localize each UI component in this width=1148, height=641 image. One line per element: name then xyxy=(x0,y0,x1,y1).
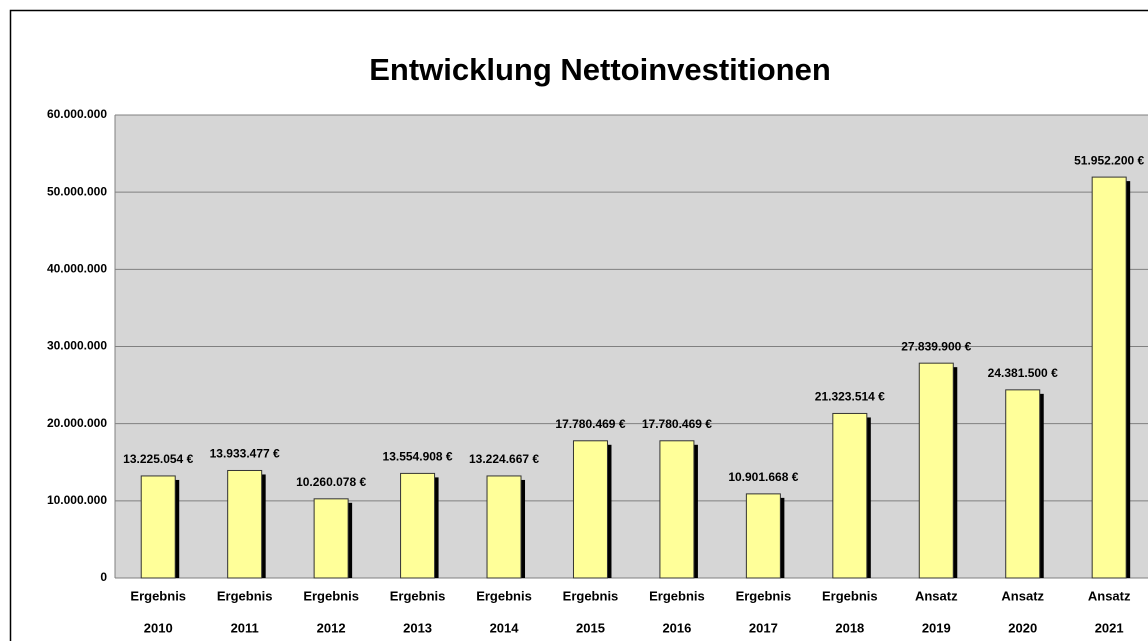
x-tick-label: 2021 xyxy=(1095,620,1124,635)
value-label: 17.780.469 € xyxy=(555,417,625,431)
x-tick-label: Ergebnis xyxy=(563,588,619,603)
y-tick-label: 50.000.000 xyxy=(47,184,107,198)
x-tick-label: 2016 xyxy=(662,620,691,635)
bar xyxy=(486,475,522,579)
bar xyxy=(400,472,436,579)
chart-title: Entwicklung Nettoinvestitionen xyxy=(369,52,831,87)
bar xyxy=(832,412,868,579)
bar xyxy=(1091,176,1127,579)
x-tick-label: 2011 xyxy=(231,620,259,635)
x-tick-label: 2013 xyxy=(403,620,432,635)
x-tick-label: Ansatz xyxy=(1001,588,1044,603)
y-tick-label: 60.000.000 xyxy=(47,107,107,121)
bar xyxy=(659,440,695,579)
x-tick-label: Ergebnis xyxy=(649,588,705,603)
bar xyxy=(227,469,263,579)
bar xyxy=(140,475,176,579)
x-tick-label: 2012 xyxy=(317,620,346,635)
bar xyxy=(918,362,954,579)
x-tick-label: Ergebnis xyxy=(217,588,273,603)
value-label: 24.381.500 € xyxy=(988,366,1058,380)
x-tick-label: Ergebnis xyxy=(476,588,532,603)
y-tick-label: 40.000.000 xyxy=(47,262,107,276)
value-label: 51.952.200 € xyxy=(1074,153,1144,167)
value-label: 13.225.054 € xyxy=(123,452,193,466)
bar xyxy=(572,440,608,579)
x-tick-label: Ansatz xyxy=(915,588,958,603)
value-label: 27.839.900 € xyxy=(901,339,971,353)
value-label: 13.224.667 € xyxy=(469,452,539,466)
x-tick-label: 2014 xyxy=(490,620,520,635)
y-tick-label: 20.000.000 xyxy=(47,416,107,430)
x-tick-label: Ergebnis xyxy=(130,588,186,603)
value-label: 17.780.469 € xyxy=(642,417,712,431)
x-tick-label: Ergebnis xyxy=(822,588,878,603)
x-tick-label: Ansatz xyxy=(1088,588,1131,603)
x-tick-label: Ergebnis xyxy=(390,588,446,603)
x-tick-label: 2019 xyxy=(922,620,951,635)
bar xyxy=(313,498,349,579)
bar xyxy=(745,493,781,579)
value-label: 10.260.078 € xyxy=(296,475,366,489)
y-tick-label: 0 xyxy=(100,570,107,584)
x-tick-label: Ergebnis xyxy=(303,588,359,603)
x-tick-label: 2017 xyxy=(749,620,778,635)
y-tick-label: 10.000.000 xyxy=(47,493,107,507)
value-label: 21.323.514 € xyxy=(815,390,885,404)
x-tick-label: 2010 xyxy=(144,620,173,635)
x-tick-label: Ergebnis xyxy=(736,588,792,603)
value-label: 10.901.668 € xyxy=(728,470,798,484)
x-tick-label: 2020 xyxy=(1008,620,1037,635)
bar xyxy=(1005,389,1041,579)
x-tick-label: 2018 xyxy=(835,620,864,635)
x-tick-label: 2015 xyxy=(576,620,605,635)
value-label: 13.933.477 € xyxy=(210,447,280,461)
y-tick-label: 30.000.000 xyxy=(47,339,107,353)
value-label: 13.554.908 € xyxy=(383,450,453,464)
